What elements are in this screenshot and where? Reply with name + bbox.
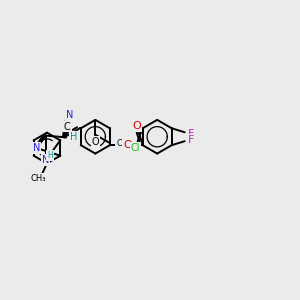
Text: O: O bbox=[92, 137, 99, 147]
Text: N: N bbox=[66, 110, 74, 120]
Text: N: N bbox=[33, 143, 40, 153]
Text: CH₃: CH₃ bbox=[116, 139, 131, 148]
Text: CH₃: CH₃ bbox=[31, 174, 46, 183]
Text: F: F bbox=[188, 135, 194, 145]
Text: H: H bbox=[70, 132, 77, 142]
Text: N: N bbox=[42, 155, 49, 165]
Text: F: F bbox=[188, 129, 194, 139]
Text: O: O bbox=[132, 121, 141, 131]
Text: C: C bbox=[64, 122, 71, 131]
Text: Cl: Cl bbox=[131, 143, 140, 153]
Text: H: H bbox=[47, 151, 53, 160]
Text: O: O bbox=[123, 140, 132, 150]
